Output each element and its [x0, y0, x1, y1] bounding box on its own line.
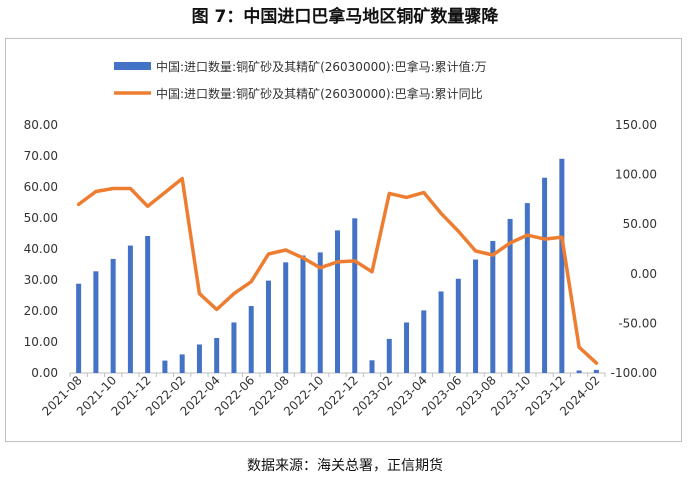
left-tick-label: 50.00	[24, 211, 58, 225]
bar	[576, 370, 582, 373]
legend-line-label: 中国:进口数量:铜矿砂及其精矿(26030000):巴拿马:累计同比	[156, 86, 483, 101]
line-series	[76, 176, 599, 365]
bar	[283, 262, 289, 373]
bar	[559, 158, 565, 373]
left-tick-label: 20.00	[24, 304, 58, 318]
bar	[438, 291, 444, 373]
legend-bar-label: 中国:进口数量:铜矿砂及其精矿(26030000):巴拿马:累计值:万	[156, 59, 487, 74]
bar	[265, 280, 271, 373]
left-tick-label: 0.00	[31, 366, 58, 380]
bar	[196, 344, 202, 373]
bar	[593, 369, 599, 373]
bar	[179, 354, 185, 373]
bar	[145, 235, 151, 373]
bar	[473, 259, 479, 373]
bar	[524, 203, 530, 373]
bar-series	[76, 158, 599, 373]
bar	[162, 360, 168, 373]
bar	[300, 255, 306, 373]
right-tick-label: 50.00	[623, 217, 657, 231]
x-axis: 2021-082021-102021-122022-022022-042022-…	[39, 372, 606, 419]
right-y-axis: -100.00 -50.00 0.00 50.00 100.00 150.00	[611, 118, 657, 380]
bar	[421, 310, 427, 373]
bar	[317, 252, 323, 373]
bar	[490, 240, 496, 373]
combo-chart: 中国:进口数量:铜矿砂及其精矿(26030000):巴拿马:累计值:万 中国:进…	[24, 59, 657, 419]
right-tick-label: 0.00	[630, 267, 657, 281]
bar	[369, 360, 375, 373]
left-tick-label: 80.00	[24, 118, 58, 132]
bar	[542, 177, 548, 373]
yoy-line	[76, 176, 599, 365]
legend-bar-swatch	[114, 62, 151, 70]
bar	[404, 322, 410, 373]
bar	[248, 306, 254, 373]
right-tick-label: -50.00	[618, 316, 657, 330]
right-tick-label: -100.00	[611, 366, 657, 380]
chart-frame: 中国:进口数量:铜矿砂及其精矿(26030000):巴拿马:累计值:万 中国:进…	[5, 38, 682, 442]
bar	[214, 337, 220, 373]
source-note: 数据来源：海关总署，正信期货	[247, 458, 443, 474]
bar	[455, 278, 461, 373]
left-tick-label: 40.00	[24, 242, 58, 256]
left-tick-label: 70.00	[24, 149, 58, 163]
bar	[335, 230, 340, 373]
left-y-axis: 0.00 10.00 20.00 30.00 40.00 50.00 60.00 70.00 8…	[24, 118, 58, 380]
chart-legend: 中国:进口数量:铜矿砂及其精矿(26030000):巴拿马:累计值:万 中国:进…	[114, 59, 487, 101]
bar	[76, 283, 82, 373]
bar	[231, 322, 237, 373]
left-tick-label: 60.00	[24, 180, 58, 194]
figure-title: 图 7：中国进口巴拿马地区铜矿数量骤降	[191, 7, 499, 27]
bar	[110, 258, 116, 373]
bar	[93, 271, 99, 373]
bar	[352, 218, 358, 373]
left-tick-label: 30.00	[24, 273, 58, 287]
left-tick-label: 10.00	[24, 335, 58, 349]
bar	[386, 338, 392, 373]
right-tick-label: 100.00	[615, 168, 657, 182]
bar	[507, 218, 513, 373]
bar	[127, 245, 133, 373]
right-tick-label: 150.00	[615, 118, 657, 132]
